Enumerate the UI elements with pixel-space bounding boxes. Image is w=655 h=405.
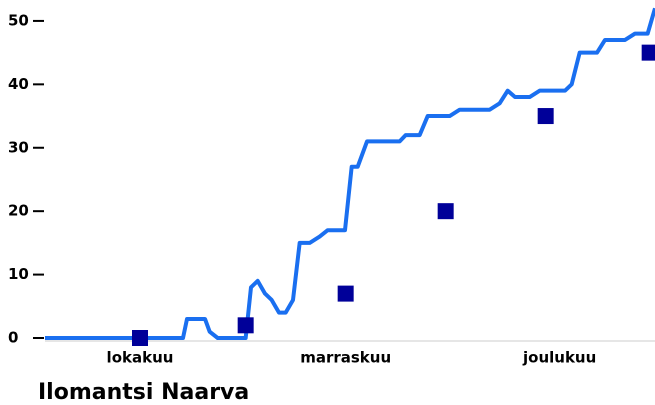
marker: [537, 108, 554, 125]
line: [45, 7, 655, 340]
y-tick-label: 0: [8, 329, 18, 347]
marker: [337, 285, 354, 302]
y-tick-label: 30: [8, 138, 29, 156]
x-tick-label: joulukuu: [522, 349, 596, 367]
y-tick-label: 20: [8, 202, 29, 220]
marker: [237, 317, 254, 334]
y-tick-label: 40: [8, 75, 29, 93]
y-tick-label: 50: [8, 11, 29, 29]
marker: [437, 203, 454, 220]
chart-title: Ilomantsi Naarva: [38, 380, 249, 405]
marker: [641, 44, 655, 61]
marker: [132, 330, 148, 346]
x-tick-label: lokakuu: [107, 349, 174, 367]
x-tick-label: marraskuu: [300, 349, 391, 367]
y-tick-label: 10: [8, 265, 29, 283]
